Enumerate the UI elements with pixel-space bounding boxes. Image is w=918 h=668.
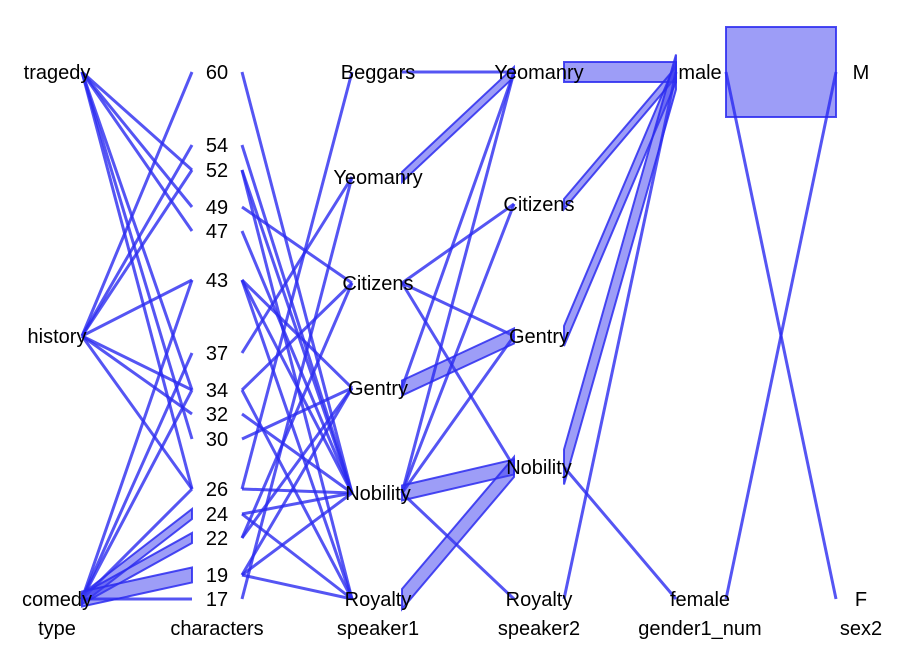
characters-level-label: 47 bbox=[206, 221, 228, 243]
link-speaker1-Citizens-to-speaker2-Nobility bbox=[400, 282, 516, 468]
speaker1-level-label: Beggars bbox=[341, 62, 416, 84]
characters-level-label: 52 bbox=[206, 160, 228, 182]
link-speaker1-Citizens-to-speaker2-Gentry bbox=[401, 281, 515, 338]
link-type-history-to-characters-26 bbox=[80, 335, 194, 490]
characters-level-label: 34 bbox=[206, 380, 228, 402]
link-characters-47-to-speaker1-Nobility bbox=[240, 230, 354, 494]
link-type-comedy-to-characters-34 bbox=[80, 389, 194, 600]
speaker1-level-label: Citizens bbox=[342, 273, 413, 295]
link-type-history-to-characters-43 bbox=[81, 278, 193, 338]
type-level-label: tragedy bbox=[24, 62, 91, 84]
characters-level-label: 43 bbox=[206, 270, 228, 292]
link-speaker1-Nobility-to-speaker2-Gentry bbox=[400, 335, 516, 494]
band-speaker2-Nobility-to-gender1_num-male bbox=[563, 54, 677, 485]
speaker2-level-label: Citizens bbox=[503, 194, 574, 216]
characters-level-label: 37 bbox=[206, 343, 228, 365]
link-characters-49-to-speaker1-Citizens bbox=[241, 205, 353, 285]
characters-axis-title: characters bbox=[170, 618, 263, 640]
sex2-axis-title: sex2 bbox=[840, 618, 882, 640]
characters-level-label: 30 bbox=[206, 429, 228, 451]
link-type-tragedy-to-characters-26 bbox=[80, 71, 194, 490]
characters-level-label: 17 bbox=[206, 589, 228, 611]
characters-level-label: 32 bbox=[206, 404, 228, 426]
link-speaker2-Royalty-to-gender1_num-male bbox=[562, 71, 678, 600]
link-type-history-to-characters-54 bbox=[80, 144, 194, 337]
links-layer bbox=[80, 26, 838, 612]
gender1_num-level-label: female bbox=[670, 589, 730, 611]
band-gender1_num-male-to-sex2-M bbox=[725, 26, 837, 118]
type-axis-title: type bbox=[38, 618, 76, 640]
link-characters-52-to-speaker1-Nobility bbox=[240, 169, 354, 494]
speaker2-level-label: Nobility bbox=[506, 457, 572, 479]
link-speaker1-Citizens-to-speaker2-Citizens bbox=[401, 202, 515, 285]
speaker2-axis-title: speaker2 bbox=[498, 618, 580, 640]
link-type-tragedy-to-characters-52 bbox=[81, 70, 193, 172]
gender1_num-axis-title: gender1_num bbox=[638, 618, 761, 640]
link-speaker1-Nobility-to-speaker2-Citizens bbox=[400, 203, 516, 494]
link-type-history-to-characters-60 bbox=[80, 71, 194, 337]
link-gender1_num-female-to-sex2-M bbox=[724, 71, 838, 600]
speaker1-level-label: Gentry bbox=[348, 378, 408, 400]
link-speaker1-Nobility-to-speaker2-Royalty bbox=[400, 491, 516, 601]
gender1_num-level-label: male bbox=[678, 62, 721, 84]
link-characters-43-to-speaker1-Gentry bbox=[240, 278, 354, 390]
link-characters-26-to-speaker1-Nobility bbox=[241, 487, 353, 495]
band-speaker1-Gentry-to-speaker2-Gentry bbox=[401, 326, 515, 398]
band-speaker2-Gentry-to-gender1_num-male bbox=[563, 61, 677, 347]
band-type-comedy-to-characters-19 bbox=[81, 566, 193, 608]
link-characters-19-to-speaker1-Nobility bbox=[241, 491, 353, 577]
characters-level-label: 19 bbox=[206, 565, 228, 587]
link-type-comedy-to-characters-43 bbox=[80, 279, 194, 600]
link-characters-26-to-speaker1-Beggars bbox=[240, 71, 354, 490]
characters-level-label: 54 bbox=[206, 135, 228, 157]
speaker1-level-label: Nobility bbox=[345, 483, 411, 505]
link-characters-17-to-speaker1-Yeomanry bbox=[240, 176, 354, 600]
link-speaker1-Gentry-to-speaker2-Yeomanry bbox=[400, 71, 516, 389]
link-characters-22-to-speaker1-Gentry bbox=[240, 387, 354, 539]
characters-level-label: 22 bbox=[206, 528, 228, 550]
link-type-comedy-to-characters-37 bbox=[80, 352, 194, 600]
link-type-tragedy-to-characters-49 bbox=[80, 71, 194, 208]
speaker2-level-label: Royalty bbox=[506, 589, 573, 611]
link-type-tragedy-to-characters-47 bbox=[80, 71, 194, 232]
speaker2-level-label: Gentry bbox=[509, 326, 569, 348]
characters-level-label: 24 bbox=[206, 504, 228, 526]
speaker1-axis-title: speaker1 bbox=[337, 618, 419, 640]
band-speaker1-Yeomanry-to-speaker2-Yeomanry bbox=[401, 64, 515, 185]
sex2-level-label: M bbox=[853, 62, 870, 84]
link-characters-32-to-speaker1-Nobility bbox=[241, 412, 353, 495]
link-type-history-to-characters-34 bbox=[81, 334, 193, 392]
link-characters-34-to-speaker1-Citizens bbox=[240, 281, 354, 392]
link-speaker2-Nobility-to-gender1_num-female bbox=[562, 466, 678, 600]
band-speaker1-Royalty-to-speaker2-Nobility bbox=[401, 454, 515, 612]
link-type-history-to-characters-52 bbox=[80, 169, 194, 337]
link-characters-43-to-speaker1-Royalty bbox=[240, 279, 354, 600]
link-speaker1-Nobility-to-speaker2-Yeomanry bbox=[400, 71, 516, 494]
type-level-label: comedy bbox=[22, 589, 92, 611]
link-characters-37-to-speaker1-Yeomanry bbox=[240, 176, 354, 354]
characters-level-label: 26 bbox=[206, 479, 228, 501]
link-characters-22-to-speaker1-Citizens bbox=[240, 282, 354, 539]
sex2-level-label: F bbox=[855, 589, 867, 611]
speaker1-level-label: Yeomanry bbox=[333, 167, 422, 189]
speaker2-level-label: Yeomanry bbox=[494, 62, 583, 84]
speaker1-level-label: Royalty bbox=[345, 589, 412, 611]
characters-level-label: 49 bbox=[206, 197, 228, 219]
link-characters-19-to-speaker1-Gentry bbox=[240, 387, 354, 576]
characters-level-label: 60 bbox=[206, 62, 228, 84]
type-level-label: history bbox=[28, 326, 87, 348]
link-type-history-to-characters-32 bbox=[81, 334, 193, 416]
link-characters-19-to-speaker1-Royalty bbox=[241, 573, 353, 601]
